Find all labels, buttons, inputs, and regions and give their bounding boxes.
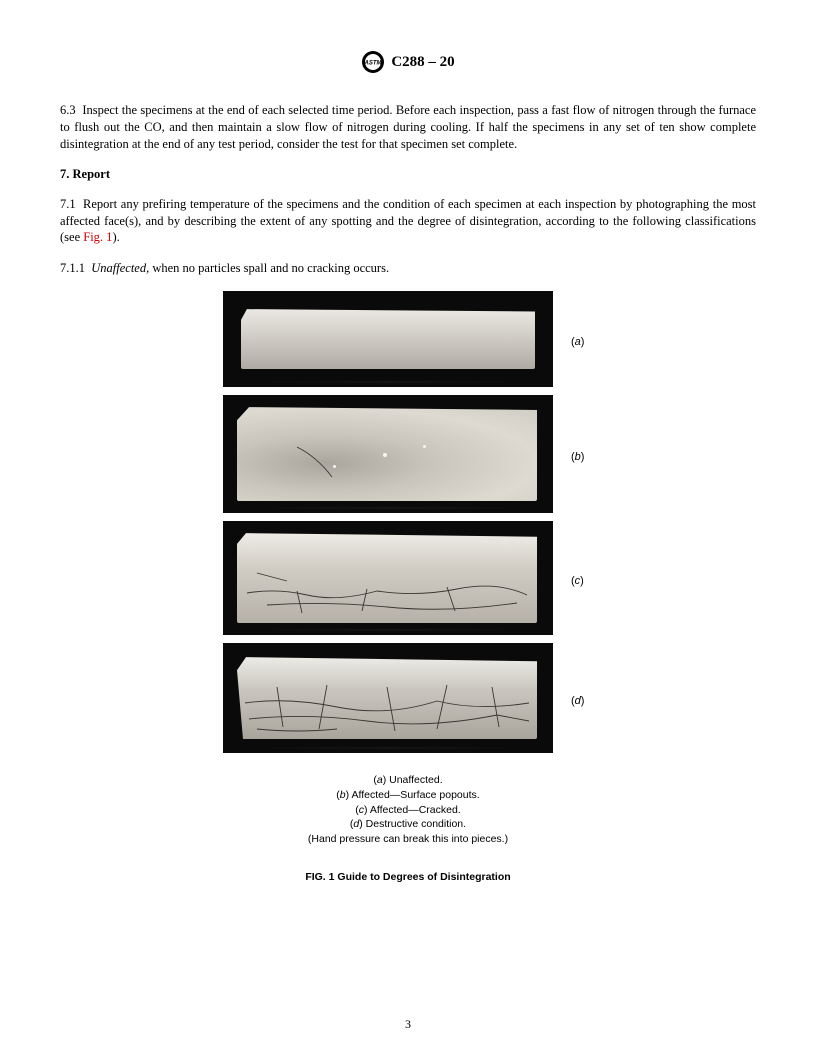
specimen-photo-c [223,521,553,635]
specimen-photo-b [223,395,553,513]
term-unaffected: Unaffected, [91,261,149,275]
page-number: 3 [0,1017,816,1032]
para-6-3: 6.3 Inspect the specimens at the end of … [60,102,756,153]
surface-mark-icon [237,407,537,501]
figure-label-b: (b) [571,451,593,463]
figure-row-c: (c) [60,521,756,641]
fig-1-link[interactable]: Fig. 1 [83,230,112,244]
caption-note: (Hand pressure can break this into piece… [60,832,756,847]
figure-row-b: (b) [60,395,756,519]
figure-1: (a) (b) (c) [60,291,756,882]
crack-lines-icon [237,533,537,623]
svg-text:ASTM: ASTM [364,61,383,67]
figure-title: FIG. 1 Guide to Degrees of Disintegratio… [60,871,756,883]
para-num: 7.1.1 [60,261,85,275]
para-7-1-1: 7.1.1 Unaffected, when no particles spal… [60,260,756,277]
specimen-photo-d [223,643,553,753]
specimen-photo-a [223,291,553,387]
figure-label-a: (a) [571,336,593,348]
section-7-title: 7. Report [60,167,756,182]
para-text-b: ). [112,230,119,244]
figure-label-d: (d) [571,695,593,707]
doc-header: ASTM C288 – 20 [60,50,756,74]
figure-caption: (a) Unaffected. (b) Affected—Surface pop… [60,773,756,846]
para-7-1: 7.1 Report any prefiring temperature of … [60,196,756,247]
para-num: 7.1 [60,197,76,211]
para-text: when no particles spall and no cracking … [149,261,389,275]
caption-line-a: (a) Unaffected. [60,773,756,788]
figure-row-d: (d) [60,643,756,759]
figure-label-c: (c) [571,575,593,587]
caption-line-d: (d) Destructive condition. [60,817,756,832]
astm-logo-icon: ASTM [361,50,385,74]
para-text-a: Report any prefiring temperature of the … [60,197,756,245]
figure-row-a: (a) [60,291,756,393]
caption-line-c: (c) Affected—Cracked. [60,803,756,818]
para-text: Inspect the specimens at the end of each… [60,103,756,151]
para-num: 6.3 [60,103,76,117]
crack-lines-icon [237,657,537,739]
caption-line-b: (b) Affected—Surface popouts. [60,788,756,803]
doc-designation: C288 – 20 [391,54,454,71]
